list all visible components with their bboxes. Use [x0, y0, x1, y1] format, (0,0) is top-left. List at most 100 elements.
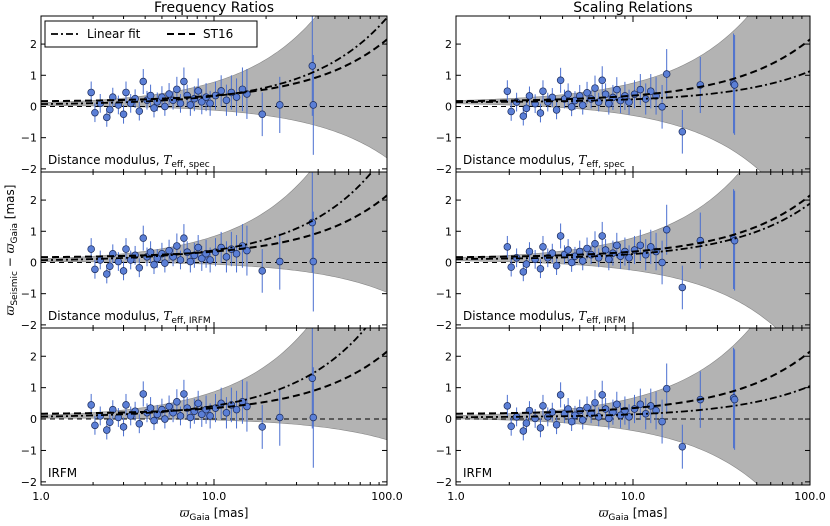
- data-point: [146, 404, 155, 412]
- st16-line: [41, 350, 387, 415]
- data-point: [636, 85, 645, 94]
- data-point: [165, 402, 173, 411]
- data-point: [522, 419, 531, 427]
- data-point: [258, 423, 266, 431]
- ytick-label: 2: [445, 194, 452, 207]
- data-point: [647, 243, 655, 251]
- data-point: [103, 426, 111, 434]
- linear-fit-line: [456, 385, 810, 419]
- data-point: [583, 403, 591, 412]
- data-point: [222, 409, 231, 417]
- data-point: [165, 90, 173, 98]
- ytick-label: −1: [21, 132, 37, 145]
- data-point: [578, 101, 587, 109]
- data-point: [135, 420, 144, 428]
- ytick-label: −2: [436, 319, 452, 332]
- data-point: [507, 107, 515, 116]
- ytick-label: −2: [436, 476, 452, 489]
- panel-label-prefix: IRFM: [463, 466, 492, 480]
- data-point: [87, 245, 95, 253]
- data-point: [186, 413, 195, 422]
- data-point: [662, 384, 671, 393]
- ytick-label: 1: [30, 382, 37, 395]
- linear-fit-line: [41, 172, 373, 262]
- data-point: [567, 103, 576, 111]
- panel-c0-r1: −2 −1 0 1 2 Distance modulus, Teff, IRFM: [21, 171, 388, 332]
- data-point: [258, 267, 266, 275]
- data-point: [536, 424, 545, 432]
- data-point: [678, 442, 687, 451]
- data-point: [564, 246, 572, 254]
- data-point: [165, 246, 173, 255]
- panel-label: IRFM: [48, 466, 77, 480]
- data-point: [591, 398, 599, 407]
- data-point: [173, 242, 181, 250]
- data-point: [186, 101, 195, 109]
- data-point: [180, 77, 188, 86]
- y-axis-label: ϖSeismic − ϖGaia [mas]: [3, 185, 20, 316]
- data-point: [578, 416, 587, 424]
- panel-plot-area: [456, 328, 810, 485]
- legend-linear-fit-label: Linear fit: [87, 27, 141, 41]
- data-point: [598, 76, 606, 85]
- st16-line: [41, 38, 387, 103]
- data-point: [625, 254, 633, 262]
- ytick-label: 1: [30, 225, 37, 238]
- x-axis-sub: Gaia: [189, 513, 210, 522]
- data-point: [176, 412, 185, 420]
- ytick-label: −1: [21, 288, 37, 301]
- data-point: [308, 62, 317, 70]
- data-point: [598, 232, 606, 240]
- data-point: [522, 260, 531, 268]
- panel-label-sub: eff, IRFM: [586, 316, 625, 326]
- panel-label-symbol: T: [163, 153, 172, 167]
- x-axis-symbol: ϖ: [599, 506, 610, 520]
- ytick-label: 0: [445, 100, 452, 113]
- panel-label-prefix: Distance modulus,: [463, 309, 578, 323]
- panel-plot-area: [41, 172, 387, 312]
- data-point: [91, 265, 99, 274]
- data-point: [594, 413, 603, 421]
- data-point: [591, 84, 599, 92]
- data-point: [106, 105, 114, 114]
- data-point: [556, 76, 565, 85]
- legend: Linear fit ST16: [44, 20, 258, 48]
- data-point: [222, 253, 231, 261]
- data-point: [139, 77, 148, 86]
- data-point: [730, 81, 739, 89]
- st16-line: [456, 350, 810, 415]
- data-point: [519, 112, 528, 120]
- data-point: [96, 256, 104, 264]
- ytick-label: 2: [30, 38, 37, 51]
- data-point: [258, 110, 266, 119]
- data-point: [135, 264, 144, 272]
- data-point: [567, 417, 576, 426]
- data-point: [173, 85, 181, 94]
- data-point: [91, 108, 99, 117]
- ytick-label: −2: [21, 319, 37, 332]
- data-point: [146, 91, 155, 100]
- ytick-label: 0: [30, 100, 37, 113]
- data-point: [173, 398, 181, 406]
- data-point: [503, 402, 512, 410]
- column-title: Scaling Relations: [573, 0, 692, 16]
- data-point: [567, 258, 576, 267]
- y-axis-units: [mas]: [3, 185, 17, 223]
- data-point: [519, 268, 528, 276]
- panel-plot-area: [456, 16, 810, 172]
- panel-c0-r2: −2 −1 0 1 2 1.0 10.0 100.0 IRFM: [21, 327, 403, 503]
- data-point: [119, 110, 128, 119]
- data-point: [678, 283, 687, 292]
- panel-label-sub: eff, IRFM: [171, 316, 210, 326]
- data-point: [583, 89, 591, 97]
- ytick-label: 1: [445, 382, 452, 395]
- st16-line: [41, 194, 387, 259]
- data-point: [636, 241, 645, 250]
- data-point: [613, 85, 621, 94]
- data-point: [641, 409, 650, 418]
- data-point: [662, 70, 671, 78]
- panel-c1-r0: −2 −1 0 1 2 Distance modulus, Teff, spec: [436, 15, 811, 176]
- ytick-label: −2: [21, 163, 37, 176]
- data-point: [232, 249, 241, 258]
